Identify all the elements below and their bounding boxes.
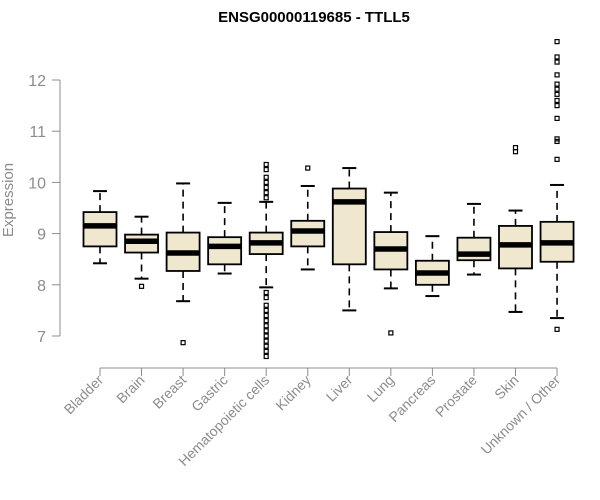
outlier-point [263, 167, 269, 173]
outlier-point [554, 115, 560, 122]
box-kidney [290, 165, 326, 271]
outlier-point [263, 312, 269, 319]
box-pancreas [414, 235, 450, 298]
x-tick-label: Unknown / Other [478, 372, 564, 458]
outlier-point [554, 97, 560, 104]
x-tick-label: Skin [491, 372, 522, 403]
outlier-point [263, 333, 269, 339]
outlier-point [554, 59, 560, 65]
outlier-point [263, 307, 269, 313]
y-tick-label: 7 [37, 329, 46, 346]
outlier-point [263, 289, 269, 296]
outlier-point [263, 318, 269, 324]
outlier-point [554, 102, 560, 109]
box-prostate [456, 202, 492, 276]
outlier-point [554, 136, 560, 142]
outlier-point [263, 338, 269, 344]
iqr-box [82, 211, 118, 248]
outlier-point [554, 86, 560, 92]
box-liver [331, 167, 367, 312]
outlier-point [180, 340, 186, 346]
y-tick-label: 12 [28, 73, 46, 90]
outlier-point [554, 81, 560, 87]
outlier-point [263, 323, 269, 329]
outlier-point [388, 330, 394, 336]
box-gastric [207, 201, 243, 275]
y-axis-label: Expression [0, 163, 17, 237]
iqr-box [207, 236, 243, 266]
x-tick-label: Liver [323, 372, 356, 405]
box-unknown-other [539, 38, 575, 332]
outlier-point [263, 195, 269, 201]
outlier-point [138, 283, 145, 289]
outlier-point [554, 38, 560, 45]
outlier-point [305, 165, 311, 171]
outlier-point [263, 353, 269, 360]
outlier-point [512, 144, 519, 151]
boxes [82, 38, 575, 360]
y-ticks: 7 8 9 10 11 12 [28, 73, 60, 346]
outlier-point [554, 326, 560, 332]
outlier-point [554, 72, 560, 78]
outlier-point [554, 91, 560, 97]
x-tick-label: Breast [149, 372, 189, 412]
iqr-box [456, 236, 492, 262]
outlier-point [263, 302, 269, 308]
x-tick-label: Brain [113, 372, 147, 406]
x-tick-label: Bladder [61, 372, 107, 418]
chart-title: ENSG00000119685 - TTLL5 [218, 9, 410, 26]
outlier-point [263, 343, 269, 349]
y-tick-label: 10 [28, 175, 46, 192]
outlier-point [263, 328, 269, 334]
box-hematopoietic-cells [248, 161, 284, 360]
outlier-point [263, 348, 269, 354]
outlier-point [263, 161, 269, 168]
outlier-point [263, 174, 269, 180]
x-tick-label: Lung [364, 372, 397, 405]
box-bladder [82, 190, 118, 265]
box-lung [373, 191, 409, 336]
y-tick-label: 8 [37, 278, 46, 295]
outlier-point [263, 295, 269, 301]
box-breast [165, 182, 201, 346]
outlier-point [263, 190, 269, 196]
outlier-point [554, 54, 560, 60]
outlier-point [554, 156, 560, 162]
outlier-point [512, 149, 519, 155]
outlier-point [263, 184, 269, 191]
x-tick-label: Prostate [432, 372, 480, 420]
outlier-point [263, 179, 269, 185]
y-tick-label: 11 [29, 124, 46, 141]
box-brain [124, 215, 159, 289]
y-tick-label: 9 [37, 227, 46, 244]
box-skin [498, 144, 533, 313]
x-tick-label: Kidney [272, 372, 314, 414]
